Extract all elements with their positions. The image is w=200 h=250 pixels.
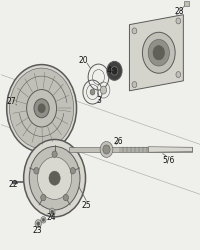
Circle shape xyxy=(41,217,46,223)
Circle shape xyxy=(131,82,136,88)
Circle shape xyxy=(102,146,110,154)
Circle shape xyxy=(9,69,73,149)
Text: 26: 26 xyxy=(113,137,123,146)
Text: 3: 3 xyxy=(96,96,100,104)
Text: 25: 25 xyxy=(81,200,91,209)
Circle shape xyxy=(37,157,71,200)
Circle shape xyxy=(41,194,46,201)
Circle shape xyxy=(142,33,174,74)
Circle shape xyxy=(42,218,44,222)
Circle shape xyxy=(100,142,112,158)
Text: 27: 27 xyxy=(7,97,16,106)
Circle shape xyxy=(29,147,80,210)
Text: 28: 28 xyxy=(174,8,183,16)
Circle shape xyxy=(49,172,60,185)
Text: 5/6: 5/6 xyxy=(161,155,174,164)
Circle shape xyxy=(24,140,85,217)
Circle shape xyxy=(100,87,106,95)
Circle shape xyxy=(152,46,164,61)
Circle shape xyxy=(175,19,180,25)
Circle shape xyxy=(7,65,76,152)
Circle shape xyxy=(175,72,180,78)
Circle shape xyxy=(147,40,169,67)
Circle shape xyxy=(52,151,57,158)
Text: 22: 22 xyxy=(9,179,18,188)
Circle shape xyxy=(34,100,49,118)
Circle shape xyxy=(131,29,136,35)
Text: 4: 4 xyxy=(107,66,111,75)
Text: 20: 20 xyxy=(78,56,88,65)
Circle shape xyxy=(38,104,45,113)
Text: 23: 23 xyxy=(33,225,42,234)
Circle shape xyxy=(70,168,75,174)
Polygon shape xyxy=(148,147,191,152)
Polygon shape xyxy=(129,16,182,92)
Circle shape xyxy=(27,90,56,128)
Circle shape xyxy=(63,194,68,201)
Bar xyxy=(68,147,191,152)
Circle shape xyxy=(35,220,41,228)
Bar xyxy=(183,2,188,7)
Text: 24: 24 xyxy=(47,212,56,222)
Circle shape xyxy=(111,67,117,76)
Circle shape xyxy=(90,90,94,96)
Circle shape xyxy=(51,210,53,214)
Circle shape xyxy=(106,62,121,81)
Circle shape xyxy=(34,168,39,174)
Circle shape xyxy=(37,222,39,226)
